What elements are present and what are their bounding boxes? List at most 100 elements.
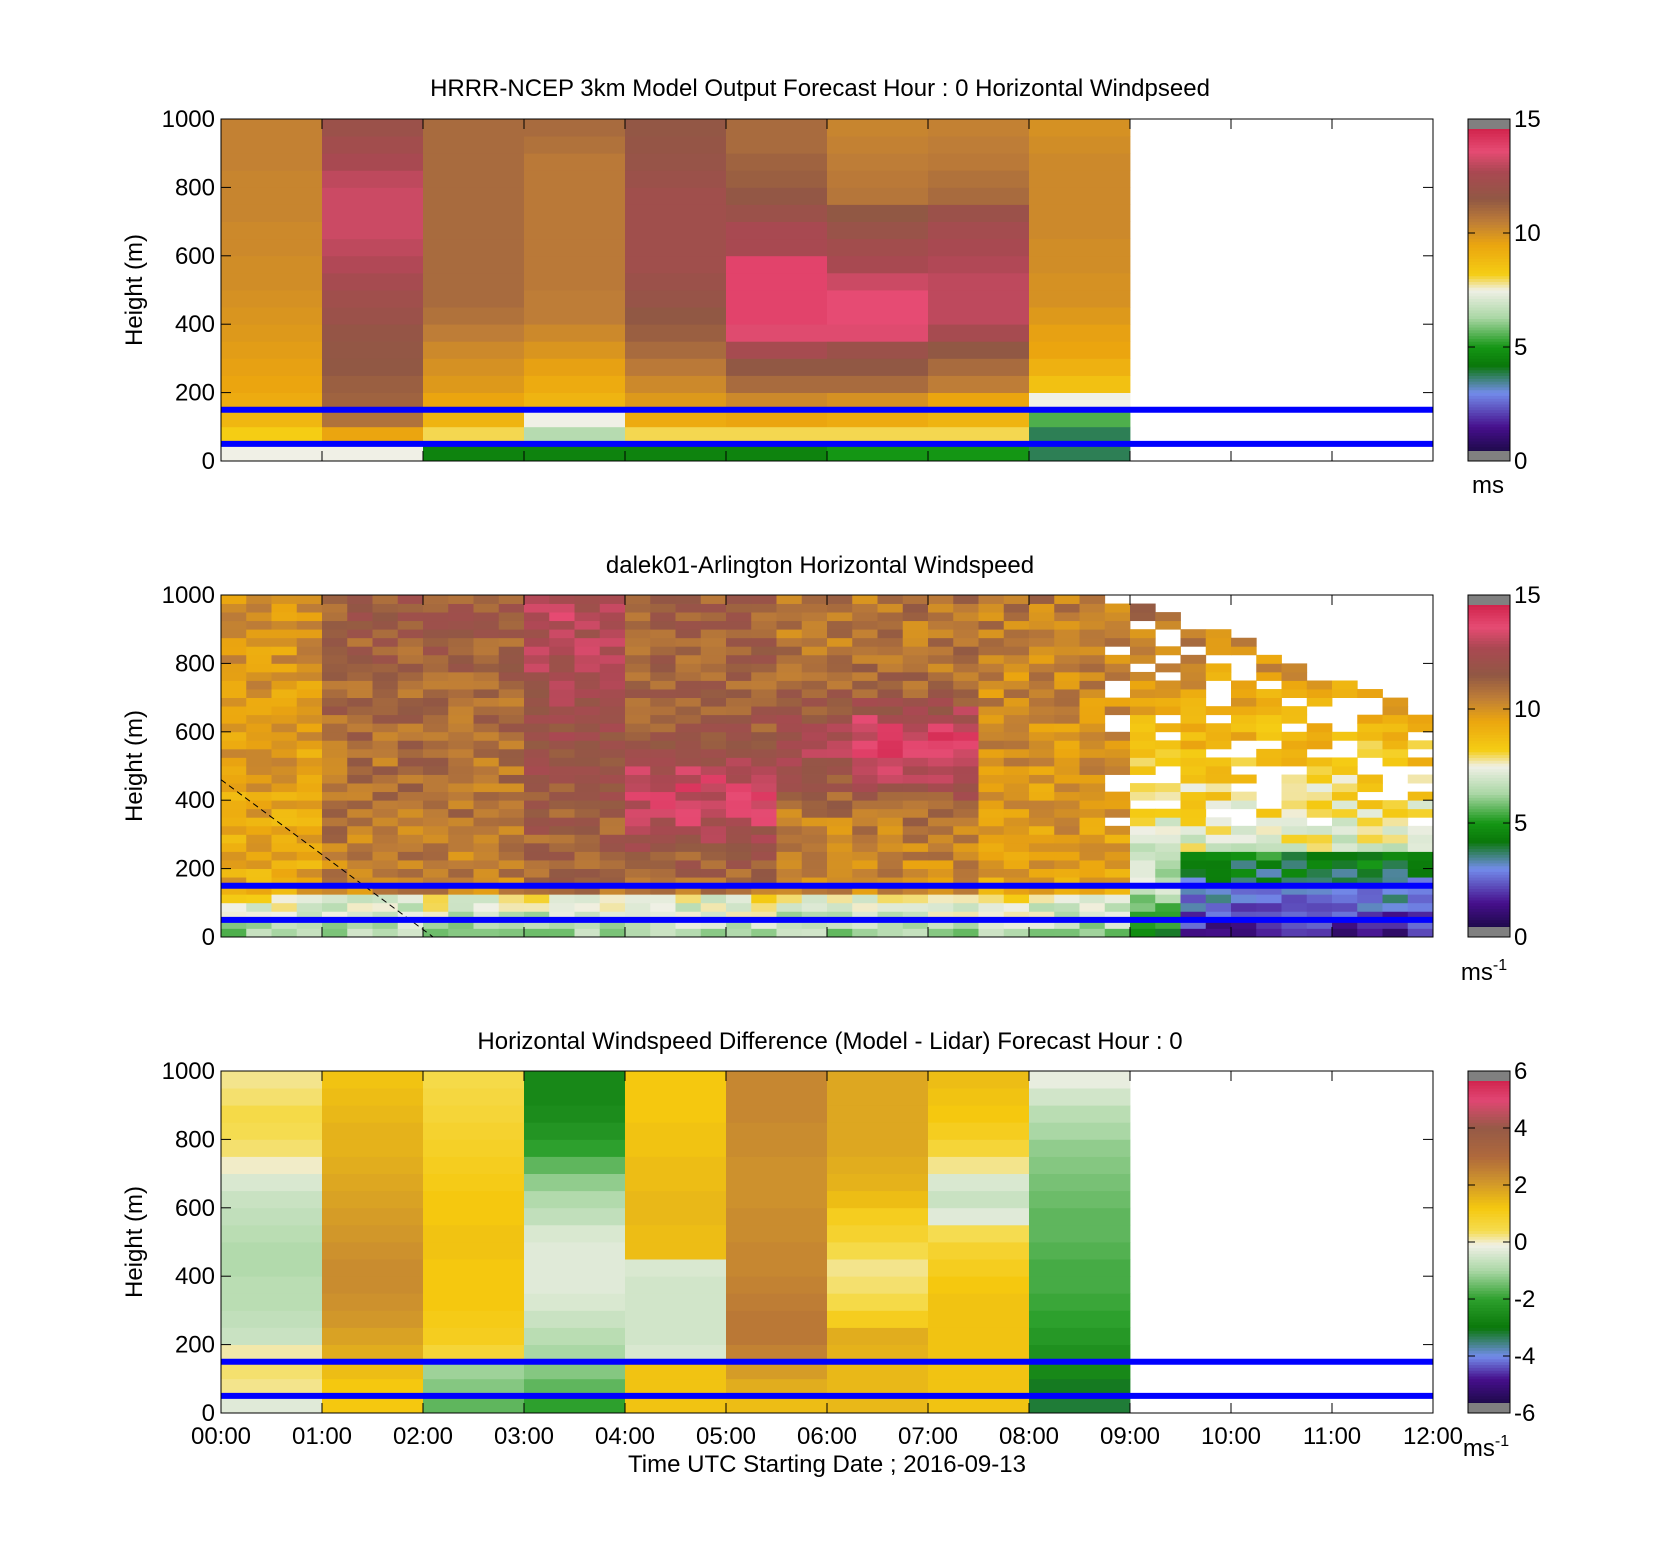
heatmap-cell — [322, 834, 348, 844]
heatmap-cell — [827, 307, 929, 325]
colorbar-segment — [1468, 848, 1510, 852]
colorbar-segment — [1468, 318, 1510, 322]
heatmap-cell — [1382, 868, 1409, 878]
heatmap-cell — [423, 1156, 525, 1174]
heatmap-cell — [751, 714, 777, 724]
heatmap-cell — [1332, 680, 1358, 690]
heatmap-cell — [700, 697, 727, 707]
heatmap-cell — [877, 680, 904, 690]
colorbar-over-cap — [1468, 595, 1510, 605]
heatmap-cell — [524, 1071, 626, 1089]
heatmap-cell — [650, 595, 676, 604]
colorbar-segment — [1468, 1316, 1510, 1320]
heatmap-cell — [397, 612, 424, 622]
heatmap-cell — [726, 307, 828, 325]
heatmap-cell — [1231, 637, 1257, 647]
heatmap-cell — [473, 714, 500, 724]
heatmap-cell — [726, 714, 752, 724]
heatmap-cell — [928, 612, 954, 622]
heatmap-cell — [448, 808, 474, 818]
heatmap-cell — [221, 307, 323, 325]
heatmap-cell — [473, 689, 500, 698]
heatmap-cell — [423, 928, 449, 938]
heatmap-cell — [1104, 834, 1131, 844]
heatmap-cell — [423, 919, 449, 929]
heatmap-cell — [827, 1088, 929, 1106]
heatmap-cell — [1180, 689, 1207, 698]
heatmap-cell — [1306, 851, 1333, 861]
heatmap-cell — [322, 1361, 424, 1380]
heatmap-cell — [423, 740, 449, 750]
heatmap-cell — [726, 1139, 828, 1157]
heatmap-cell — [801, 902, 828, 912]
colorbar-segment — [1468, 868, 1510, 872]
heatmap-cell — [574, 595, 601, 604]
heatmap-cell — [827, 170, 929, 188]
heatmap-cell — [1205, 706, 1232, 716]
heatmap-cell — [852, 646, 878, 656]
heatmap-cell — [549, 663, 575, 673]
colorbar-segment — [1468, 418, 1510, 422]
heatmap-cell — [322, 680, 348, 690]
colorbar-segment — [1468, 364, 1510, 368]
heatmap-cell — [221, 375, 323, 393]
heatmap-cell — [1054, 663, 1080, 673]
heatmap-cell — [524, 595, 550, 604]
heatmap-cell — [928, 689, 954, 698]
heatmap-cell — [877, 919, 904, 929]
heatmap-cell — [1281, 808, 1308, 818]
heatmap-cell — [574, 791, 601, 801]
heatmap-cell — [423, 706, 449, 716]
heatmap-cell — [473, 620, 500, 630]
heatmap-cell — [524, 119, 626, 137]
heatmap-cell — [549, 894, 575, 904]
colorbar-segment — [1468, 161, 1510, 166]
heatmap-cell — [524, 1293, 626, 1311]
heatmap-cell — [221, 1361, 323, 1380]
colorbar-segment — [1468, 1222, 1510, 1226]
heatmap-cell — [827, 800, 853, 810]
colorbar-segment — [1468, 281, 1510, 285]
x-tick-label: 02:00 — [393, 1423, 453, 1450]
heatmap-cell — [1029, 825, 1055, 835]
heatmap-cell — [524, 860, 550, 869]
heatmap-cell — [726, 663, 752, 673]
heatmap-cell — [978, 783, 1005, 793]
heatmap-cell — [221, 928, 247, 938]
heatmap-cell — [827, 1276, 929, 1294]
colorbar-segment — [1468, 1079, 1510, 1083]
heatmap-cell — [953, 723, 979, 733]
heatmap-cell — [524, 255, 626, 274]
heatmap-cell — [726, 1327, 828, 1345]
heatmap-cell — [1104, 808, 1131, 818]
heatmap-cell — [852, 817, 878, 827]
colorbar-segment — [1468, 1247, 1510, 1252]
heatmap-cell — [246, 603, 272, 613]
heatmap-cell — [347, 689, 373, 698]
heatmap-cell — [625, 1276, 727, 1294]
colorbar-segment — [1468, 783, 1510, 787]
heatmap-cell — [1306, 894, 1333, 904]
heatmap-cell — [902, 808, 929, 818]
heatmap-cell — [397, 774, 424, 784]
heatmap-cell — [372, 919, 399, 929]
colorbar-segment — [1468, 1173, 1510, 1177]
heatmap-cell — [1029, 834, 1055, 844]
heatmap-cell — [902, 919, 929, 929]
heatmap-cell — [675, 919, 702, 929]
heatmap-cell — [1256, 817, 1282, 827]
heatmap-cell — [1029, 748, 1055, 758]
heatmap-cell — [1104, 902, 1131, 912]
heatmap-cell — [700, 902, 727, 912]
y-tick-label: 600 — [175, 1195, 215, 1222]
heatmap-cell — [650, 800, 676, 810]
heatmap-cell — [473, 697, 500, 707]
heatmap-cell — [271, 654, 298, 664]
heatmap-cell — [524, 1122, 626, 1140]
heatmap-cell — [726, 392, 828, 411]
heatmap-cell — [776, 723, 803, 733]
heatmap-cell — [852, 612, 878, 622]
heatmap-cell — [423, 808, 449, 818]
heatmap-cell — [221, 153, 323, 171]
colorbar-segment — [1468, 674, 1510, 679]
